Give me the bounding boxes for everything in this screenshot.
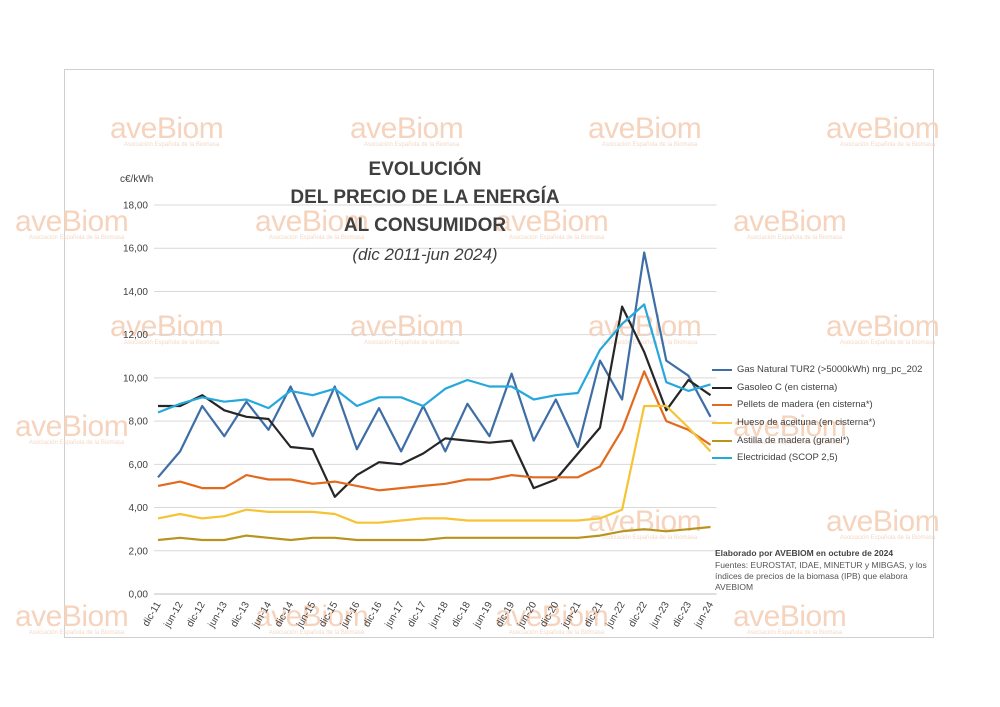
x-tick-label: dic-23	[671, 600, 694, 629]
legend-item: Hueso de aceituna (en cisterna*)	[712, 417, 875, 428]
legend-item: Pellets de madera (en cisterna*)	[712, 399, 873, 410]
y-tick-label: 0,00	[129, 590, 149, 601]
chart-title-line-3: AL CONSUMIDOR	[343, 215, 507, 236]
credit-sources-3: AVEBIOM	[715, 582, 754, 592]
chart-subtitle: (dic 2011-jun 2024)	[352, 245, 498, 264]
credit-sources-2: índices de precios de la biomasa (IPB) q…	[715, 571, 908, 581]
x-tick-label: jun-23	[648, 600, 672, 631]
x-tick-label: jun-14	[250, 600, 274, 631]
legend-swatch	[712, 456, 732, 459]
x-tick-label: dic-15	[317, 600, 340, 629]
y-tick-label: 10,00	[123, 373, 148, 384]
x-tick-label: jun-20	[515, 600, 539, 631]
x-tick-label: jun-13	[206, 600, 230, 631]
x-tick-label: dic-13	[229, 600, 252, 629]
x-tick-label: dic-20	[538, 600, 561, 629]
legend-label: Gasoleo C (en cisterna)	[737, 382, 838, 393]
x-tick-label: dic-18	[450, 600, 473, 629]
x-tick-label: dic-16	[361, 600, 384, 629]
x-tick-label: dic-22	[627, 600, 650, 629]
x-tick-label: jun-21	[560, 600, 584, 631]
y-tick-label: 14,00	[123, 287, 148, 298]
x-tick-label: dic-12	[185, 600, 208, 629]
x-tick-label: jun-16	[339, 600, 363, 631]
legend-swatch	[712, 386, 732, 389]
x-tick-label: dic-17	[406, 600, 429, 629]
legend-swatch	[712, 439, 732, 442]
y-tick-label: 2,00	[129, 546, 149, 557]
legend-label: Electricidad (SCOP 2,5)	[737, 452, 838, 463]
y-axis-unit: c€/kWh	[120, 174, 154, 185]
credit-author: Elaborado por AVEBIOM en octubre de 2024	[715, 548, 894, 558]
y-tick-label: 6,00	[129, 460, 149, 471]
x-tick-label: jun-24	[692, 600, 716, 631]
x-tick-label: jun-15	[294, 600, 318, 631]
series-line	[157, 404, 712, 524]
series-line	[157, 251, 712, 479]
y-tick-label: 12,00	[123, 330, 148, 341]
x-tick-label: jun-12	[162, 600, 186, 631]
legend-item: Gas Natural TUR2 (>5000kWh) nrg_pc_202	[712, 364, 922, 375]
legend-swatch	[712, 403, 732, 406]
chart-title-line-1: EVOLUCIÓN	[368, 159, 482, 180]
legend-label: Astilla de madera (granel*)	[737, 435, 850, 446]
chart-frame	[64, 69, 934, 638]
x-tick-label: jun-17	[383, 600, 407, 631]
x-tick-label: dic-11	[141, 600, 164, 629]
y-tick-label: 8,00	[129, 417, 149, 428]
x-tick-label: dic-21	[582, 600, 605, 629]
series-line	[157, 303, 711, 414]
y-tick-label: 4,00	[129, 503, 149, 514]
y-tick-label: 18,00	[123, 201, 148, 212]
legend-item: Astilla de madera (granel*)	[712, 435, 849, 446]
x-tick-label: dic-19	[494, 600, 517, 629]
chart-title-line-2: DEL PRECIO DE LA ENERGÍA	[290, 187, 560, 208]
legend-label: Pellets de madera (en cisterna*)	[737, 399, 873, 410]
x-tick-label: dic-14	[273, 600, 296, 629]
legend-swatch	[712, 368, 732, 371]
legend-item: Electricidad (SCOP 2,5)	[712, 452, 838, 463]
x-tick-label: jun-22	[604, 600, 628, 631]
series-line	[157, 370, 712, 492]
legend-swatch	[712, 421, 732, 424]
series-line	[157, 525, 711, 542]
x-tick-label: jun-18	[427, 600, 451, 631]
legend-item: Gasoleo C (en cisterna)	[712, 382, 837, 393]
x-tick-label: jun-19	[471, 600, 495, 631]
legend-label: Hueso de aceituna (en cisterna*)	[737, 417, 876, 428]
credit-sources-1: Fuentes: EUROSTAT, IDAE, MINETUR y MIBGA…	[715, 560, 927, 570]
y-tick-label: 16,00	[123, 244, 148, 255]
legend-label: Gas Natural TUR2 (>5000kWh) nrg_pc_202	[737, 364, 923, 375]
